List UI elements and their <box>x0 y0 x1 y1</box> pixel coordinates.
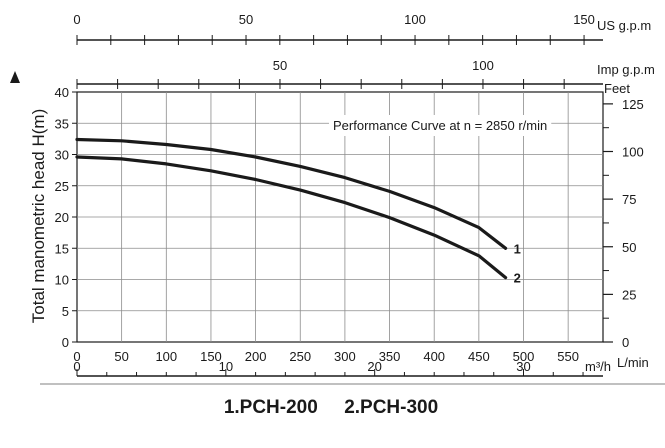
y-axis-title: Total manometric head H(m) <box>29 109 48 323</box>
y-axis-arrow-icon <box>10 71 20 83</box>
series-label-2: 2 <box>514 271 521 286</box>
m3h-tick-label: 10 <box>219 359 233 374</box>
imp-gpm-tick-label: 50 <box>273 58 287 73</box>
feet-tick-label: 75 <box>622 192 636 207</box>
feet-tick-label: 100 <box>622 145 644 160</box>
y-tick-label: 20 <box>55 210 69 225</box>
y-tick-label: 0 <box>62 335 69 350</box>
m3h-tick-label: 0 <box>73 359 80 374</box>
y-tick-label: 40 <box>55 85 69 100</box>
x-tick-label: 50 <box>114 349 128 364</box>
feet-tick-label: 125 <box>622 97 644 112</box>
feet-tick-label: 0 <box>622 335 629 350</box>
y-tick-label: 5 <box>62 304 69 319</box>
x-tick-label: 450 <box>468 349 490 364</box>
y-tick-labels: 0 5 10 15 20 25 30 35 40 <box>55 85 77 350</box>
x-tick-label: 550 <box>557 349 579 364</box>
x-tick-label: 250 <box>289 349 311 364</box>
series-label-1: 1 <box>514 241 521 256</box>
m3h-tick-label: 30 <box>516 359 530 374</box>
chart-title: Performance Curve at n = 2850 r/min <box>333 118 547 133</box>
feet-axis-unit-label: Feet <box>604 81 630 96</box>
y-tick-label: 25 <box>55 179 69 194</box>
x-tick-label: 100 <box>155 349 177 364</box>
imp-gpm-tick-label: 100 <box>472 58 494 73</box>
us-gpm-tick-label: 100 <box>404 12 426 27</box>
us-gpm-unit-label: US g.p.m <box>597 18 651 33</box>
series-group: 12 <box>77 140 521 286</box>
us-gpm-tick-label: 0 <box>73 12 80 27</box>
x-tick-label: 350 <box>379 349 401 364</box>
feet-axis: 0 25 50 75 100 125 <box>603 97 644 350</box>
m3h-unit-label: m³/h <box>585 359 611 374</box>
m3h-tick-label: 20 <box>367 359 381 374</box>
x-tick-labels: 0 50 100 150 200 250 300 350 400 450 500 550 <box>73 349 579 364</box>
series-line-1 <box>77 140 506 249</box>
us-gpm-tick-label: 150 <box>573 12 595 27</box>
caption: 1.PCH-200 2.PCH-300 <box>224 397 438 418</box>
x-tick-label: 200 <box>245 349 267 364</box>
feet-tick-label: 50 <box>622 240 636 255</box>
y-tick-label: 10 <box>55 273 69 288</box>
us-gpm-tick-label: 50 <box>239 12 253 27</box>
feet-tick-label: 25 <box>622 287 636 302</box>
imp-gpm-unit-label: Imp g.p.m <box>597 62 655 77</box>
y-tick-label: 30 <box>55 148 69 163</box>
us-gpm-axis: 0 50 100 150 <box>73 12 603 45</box>
imp-gpm-axis: 50 100 <box>77 58 603 89</box>
x-tick-label: 300 <box>334 349 356 364</box>
x-tick-label: 400 <box>423 349 445 364</box>
y-tick-label: 35 <box>55 116 69 131</box>
y-tick-label: 15 <box>55 241 69 256</box>
x-axis-unit-label: L/min <box>617 355 649 370</box>
